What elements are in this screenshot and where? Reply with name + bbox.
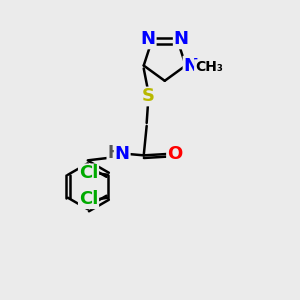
Text: N: N [184,56,199,74]
Text: Cl: Cl [79,190,98,208]
Text: Cl: Cl [79,164,98,182]
Text: S: S [142,88,154,106]
Text: O: O [167,145,182,163]
Text: N: N [174,30,189,48]
Text: N: N [141,30,156,48]
Text: H: H [107,144,121,162]
Text: CH₃: CH₃ [195,60,223,74]
Text: N: N [115,145,130,163]
